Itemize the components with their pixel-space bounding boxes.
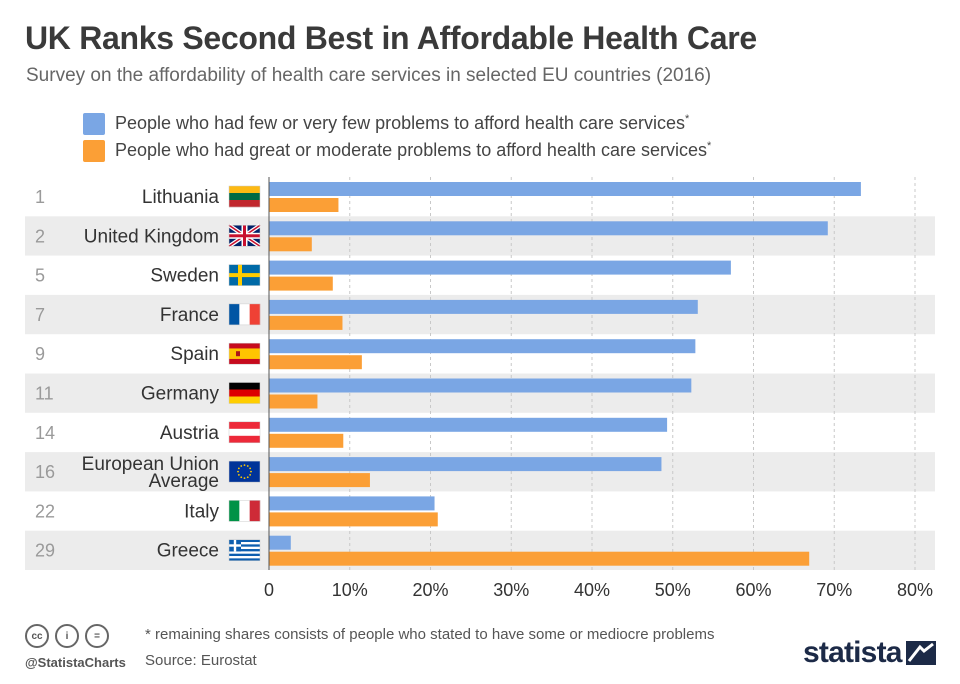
bar-few-problems (269, 457, 662, 472)
category-label: Germany (141, 384, 220, 405)
bar-great-problems (269, 551, 810, 566)
category-label: France (160, 305, 219, 326)
legend: People who had few or very few problems … (83, 110, 711, 164)
license-icons: cc i = (25, 624, 109, 648)
x-tick-label: 60% (735, 580, 771, 600)
x-tick-label: 80% (897, 580, 933, 600)
category-label: Italy (184, 501, 219, 522)
social-handle[interactable]: @StatistaCharts (25, 655, 126, 670)
lithuania-flag-icon (228, 185, 261, 208)
category-label: Sweden (150, 266, 219, 287)
category-label: Greece (157, 541, 219, 562)
brand-wordmark: statista (803, 636, 902, 669)
france-flag-icon (228, 303, 261, 326)
bar-few-problems (269, 339, 696, 354)
italy-flag-icon (228, 500, 261, 522)
attribution-icon: i (55, 624, 79, 648)
legend-swatch-orange (83, 139, 105, 162)
bar-great-problems (269, 315, 343, 330)
statista-mark-icon (905, 641, 936, 665)
bar-great-problems (269, 355, 362, 370)
bar-chart: 1 Lithuania 2 United Kingdom 5 Sweden 7 France 9… (25, 177, 935, 600)
x-tick-label: 30% (493, 580, 529, 600)
bar-few-problems (269, 378, 692, 393)
chart-title: UK Ranks Second Best in Affordable Healt… (25, 20, 757, 56)
eu-flag-icon (228, 460, 261, 483)
category-label: Austria (160, 423, 220, 444)
x-tick-label: 40% (574, 580, 610, 600)
austria-flag-icon (228, 421, 261, 444)
rank-label: 1 (35, 187, 45, 207)
rank-label: 7 (35, 305, 45, 325)
x-tick-label: 0 (264, 580, 274, 600)
bar-great-problems (269, 512, 438, 527)
bar-great-problems (269, 394, 318, 409)
x-tick-label: 70% (816, 580, 852, 600)
legend-item-great-problems: People who had great or moderate problem… (83, 137, 711, 164)
source-note: Source: Eurostat (145, 652, 257, 669)
bar-great-problems (269, 473, 370, 488)
rank-label: 16 (35, 462, 55, 482)
rank-label: 2 (35, 226, 45, 246)
no-derivatives-icon: = (85, 624, 109, 648)
category-label: Lithuania (142, 187, 220, 208)
cc-icon: cc (25, 624, 49, 648)
statista-logo[interactable]: statista (803, 636, 936, 670)
legend-footnote-marker: * (684, 113, 690, 125)
legend-label-great-problems: People who had great or moderate problem… (115, 140, 708, 160)
uk-flag-icon (227, 223, 262, 248)
legend-label-few-problems: People who had few or very few problems … (115, 113, 685, 133)
legend-footnote-marker: * (707, 140, 712, 152)
x-tick-label: 20% (412, 580, 448, 600)
category-label: United Kingdom (84, 226, 219, 247)
bar-few-problems (269, 417, 668, 432)
category-label: Average (149, 471, 219, 492)
rank-label: 29 (35, 541, 55, 561)
rank-label: 22 (35, 501, 55, 521)
rank-label: 9 (35, 344, 45, 364)
sweden-flag-icon (228, 264, 261, 286)
bar-few-problems (269, 221, 828, 236)
bar-great-problems (269, 198, 339, 212)
bar-few-problems (269, 260, 731, 275)
bar-few-problems (269, 182, 861, 196)
greece-flag-icon (228, 539, 261, 561)
bar-great-problems (269, 237, 312, 252)
rank-label: 14 (35, 423, 55, 443)
rank-label: 11 (35, 384, 54, 404)
rank-label: 5 (35, 266, 45, 286)
x-tick-label: 50% (655, 580, 691, 600)
spain-flag-icon (228, 342, 261, 365)
bar-few-problems (269, 496, 435, 511)
category-label: Spain (170, 344, 219, 365)
category-label: European Union (82, 454, 219, 475)
bar-few-problems (269, 535, 291, 550)
x-tick-label: 10% (332, 580, 368, 600)
germany-flag-icon (228, 382, 261, 404)
bar-great-problems (269, 433, 344, 448)
legend-swatch-blue (83, 112, 105, 135)
footnote: * remaining shares consists of people wh… (145, 626, 715, 643)
bar-great-problems (269, 276, 333, 291)
legend-item-few-problems: People who had few or very few problems … (83, 110, 711, 137)
chart-subtitle: Survey on the affordability of health ca… (26, 65, 712, 86)
bar-few-problems (269, 299, 698, 314)
